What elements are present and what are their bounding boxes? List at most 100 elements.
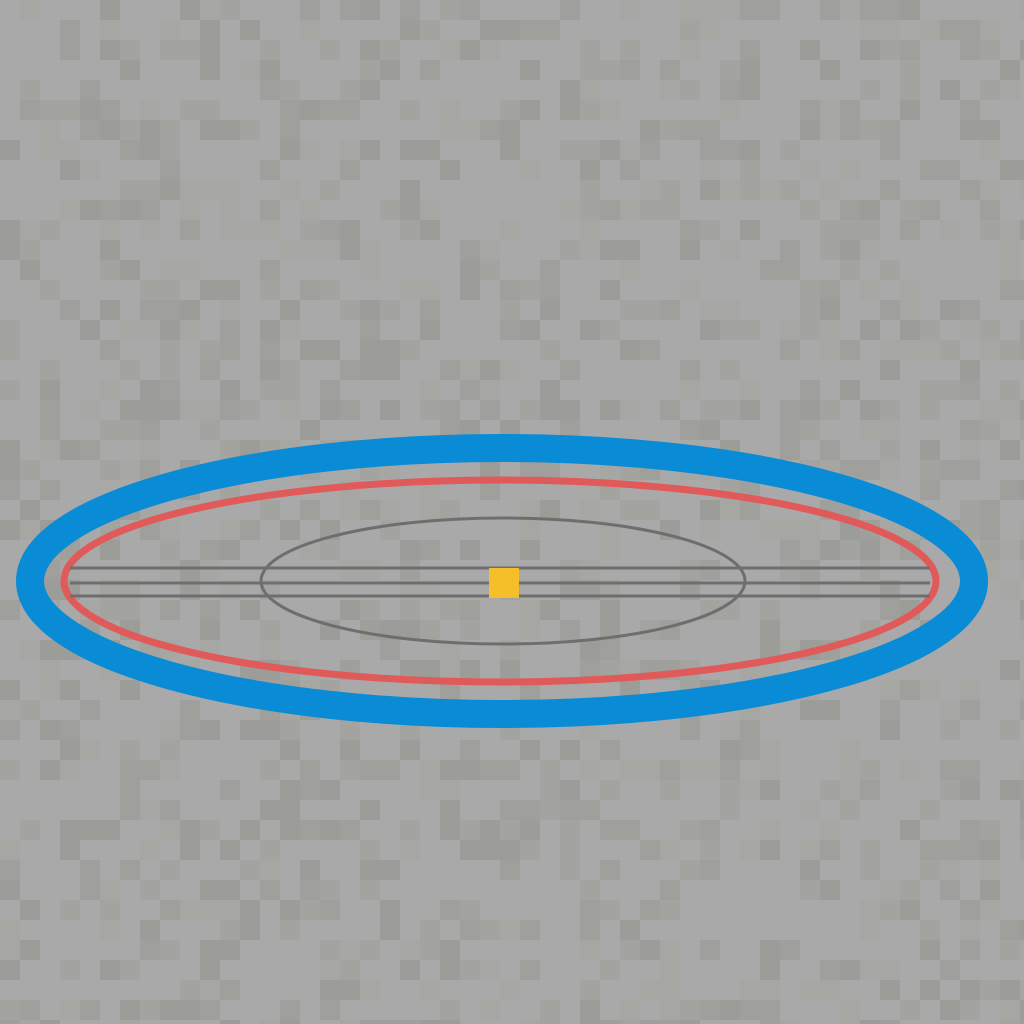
noise-pixel	[820, 440, 840, 460]
noise-pixel	[760, 180, 780, 200]
noise-pixel	[400, 200, 420, 220]
noise-pixel	[740, 720, 760, 740]
noise-pixel	[600, 740, 620, 760]
noise-pixel	[140, 1000, 160, 1020]
noise-pixel	[340, 500, 360, 520]
noise-pixel	[200, 120, 220, 140]
noise-pixel	[660, 1000, 680, 1020]
noise-pixel	[100, 0, 120, 20]
noise-pixel	[920, 400, 940, 420]
noise-pixel	[660, 400, 680, 420]
noise-pixel	[400, 560, 420, 580]
noise-pixel	[600, 860, 620, 880]
noise-pixel	[480, 360, 500, 380]
noise-pixel	[120, 680, 140, 700]
noise-pixel	[80, 740, 100, 760]
noise-pixel	[160, 140, 180, 160]
noise-pixel	[340, 300, 360, 320]
noise-pixel	[100, 900, 120, 920]
noise-pixel	[500, 280, 520, 300]
noise-pixel	[840, 740, 860, 760]
noise-pixel	[520, 920, 540, 940]
noise-pixel	[720, 1000, 740, 1020]
noise-pixel	[740, 1000, 760, 1020]
noise-pixel	[200, 900, 220, 920]
noise-pixel	[1000, 920, 1020, 940]
noise-pixel	[640, 180, 660, 200]
noise-pixel	[0, 320, 20, 340]
noise-pixel	[260, 1020, 280, 1024]
noise-pixel	[480, 380, 500, 400]
noise-pixel	[720, 360, 740, 380]
noise-pixel	[200, 980, 220, 1000]
noise-pixel	[700, 0, 720, 20]
noise-pixel	[520, 500, 540, 520]
noise-pixel	[180, 200, 200, 220]
noise-pixel	[380, 400, 400, 420]
noise-pixel	[860, 840, 880, 860]
noise-pixel	[740, 220, 760, 240]
noise-pixel	[360, 760, 380, 780]
noise-pixel	[780, 540, 800, 560]
noise-pixel	[940, 760, 960, 780]
noise-pixel	[500, 320, 520, 340]
noise-pixel	[480, 920, 500, 940]
noise-pixel	[60, 200, 80, 220]
noise-pixel	[340, 960, 360, 980]
noise-pixel	[520, 960, 540, 980]
noise-pixel	[440, 660, 460, 680]
noise-pixel	[700, 300, 720, 320]
noise-pixel	[380, 360, 400, 380]
noise-pixel	[0, 220, 20, 240]
noise-pixel	[280, 900, 300, 920]
noise-pixel	[920, 340, 940, 360]
noise-pixel	[80, 880, 100, 900]
noise-pixel	[120, 740, 140, 760]
noise-pixel	[400, 600, 420, 620]
noise-pixel	[620, 940, 640, 960]
noise-pixel	[80, 80, 100, 100]
noise-pixel	[920, 860, 940, 880]
noise-pixel	[600, 100, 620, 120]
noise-pixel	[120, 260, 140, 280]
noise-pixel	[740, 160, 760, 180]
noise-pixel	[840, 1020, 860, 1024]
noise-pixel	[680, 220, 700, 240]
noise-pixel	[40, 280, 60, 300]
noise-pixel	[480, 840, 500, 860]
noise-pixel	[760, 740, 780, 760]
noise-pixel	[1020, 780, 1024, 800]
noise-pixel	[720, 100, 740, 120]
noise-pixel	[100, 200, 120, 220]
noise-pixel	[80, 400, 100, 420]
noise-pixel	[580, 980, 600, 1000]
noise-pixel	[360, 940, 380, 960]
noise-pixel	[440, 1000, 460, 1020]
noise-pixel	[1020, 940, 1024, 960]
noise-pixel	[100, 540, 120, 560]
noise-pixel	[440, 960, 460, 980]
noise-pixel	[840, 1000, 860, 1020]
noise-pixel	[20, 700, 40, 720]
noise-pixel	[280, 300, 300, 320]
noise-pixel	[580, 560, 600, 580]
noise-pixel	[120, 40, 140, 60]
noise-pixel	[480, 820, 500, 840]
noise-pixel	[940, 160, 960, 180]
noise-pixel	[980, 880, 1000, 900]
noise-pixel	[20, 900, 40, 920]
noise-pixel	[340, 980, 360, 1000]
noise-pixel	[320, 980, 340, 1000]
noise-pixel	[340, 400, 360, 420]
noise-pixel	[740, 180, 760, 200]
noise-pixel	[200, 60, 220, 80]
noise-pixel	[400, 660, 420, 680]
noise-pixel	[280, 320, 300, 340]
noise-pixel	[980, 520, 1000, 540]
noise-pixel	[380, 200, 400, 220]
noise-pixel	[900, 680, 920, 700]
square-marker-icon[interactable]	[489, 568, 519, 598]
noise-pixel	[480, 40, 500, 60]
noise-pixel	[320, 40, 340, 60]
